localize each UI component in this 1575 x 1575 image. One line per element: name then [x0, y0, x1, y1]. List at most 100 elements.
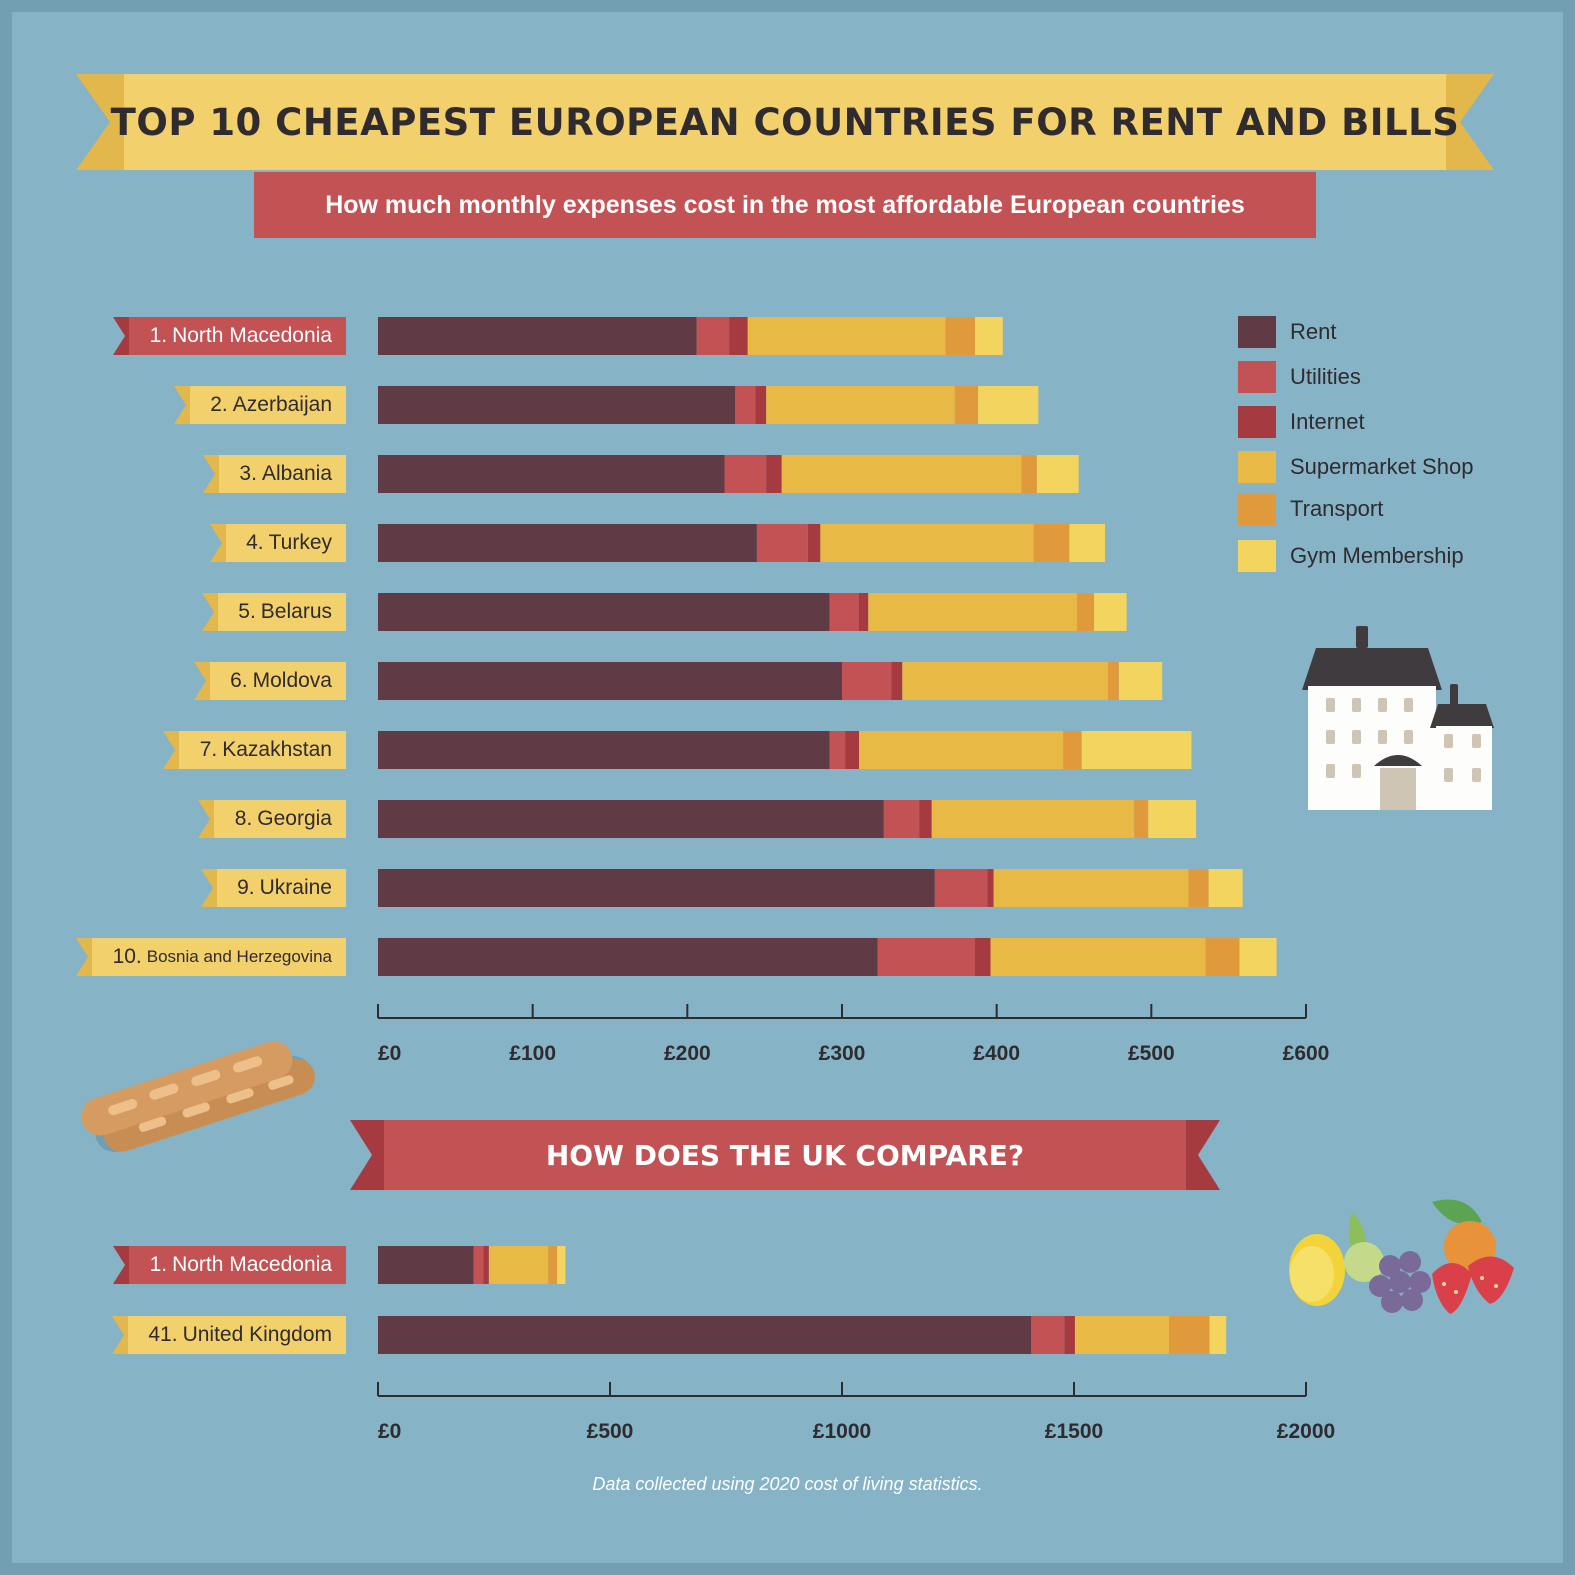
bar-segment-rent-georgia [378, 800, 884, 838]
legend-label: Transport [1290, 496, 1384, 521]
page-title: TOP 10 CHEAPEST EUROPEAN COUNTRIES FOR R… [110, 100, 1460, 144]
bar-segment-gym-membership-ukraine [1208, 869, 1243, 907]
country-label-azerbaijan: 2. Azerbaijan [174, 386, 346, 424]
bar-segment-gym-membership-georgia [1148, 800, 1197, 838]
country-label-text: 6. Moldova [230, 662, 332, 700]
legend-swatch [1238, 493, 1276, 525]
label-tag-shape [202, 593, 346, 631]
country-name: Kazakhstan [222, 738, 332, 761]
label-tag-shape [112, 1316, 346, 1354]
bar-segment-rent-united-kingdom [378, 1316, 1032, 1354]
legend-item-supermarket-shop: Supermarket Shop [1238, 451, 1538, 483]
bar-segment-internet-georgia [919, 800, 932, 838]
bar-segment-supermarket-shop-united-kingdom [1074, 1316, 1170, 1354]
bar-segment-utilities-georgia [883, 800, 920, 838]
country-label-belarus: 5. Belarus [202, 593, 346, 631]
bar-chart-top10: £0 £100 £200 £300 £400 £500 £600 [377, 317, 1329, 1065]
title-ribbon-shape [76, 74, 1494, 170]
legend-label: Internet [1290, 409, 1365, 434]
x-tick-label: £500 [587, 1420, 634, 1443]
country-label-georgia: 8. Georgia [198, 800, 346, 838]
x-tick-label: £1500 [1045, 1420, 1103, 1443]
bar-segment-utilities-kazakhstan [829, 731, 846, 769]
bar-segment-utilities-north-macedonia [696, 317, 730, 355]
bar-segment-supermarket-shop-ukraine [993, 869, 1189, 907]
country-name: Bosnia and Herzegovina [146, 947, 332, 966]
bar-segment-supermarket-shop-bosnia-and-herzegovina [990, 938, 1206, 976]
bar-segment-transport-ukraine [1188, 869, 1209, 907]
country-label-text: 5. Belarus [238, 593, 332, 631]
bar-segment-rent-north-macedonia [378, 317, 697, 355]
x-tick-label: £300 [819, 1042, 866, 1065]
country-label-kazakhstan: 7. Kazakhstan [163, 731, 346, 769]
country-name: North Macedonia [172, 324, 332, 347]
title-ribbon: TOP 10 CHEAPEST EUROPEAN COUNTRIES FOR R… [76, 74, 1494, 170]
legend-item-transport: Transport [1238, 493, 1538, 525]
country-label-text: 10. Bosnia and Herzegovina [113, 938, 332, 976]
bar-segment-gym-membership-bosnia-and-herzegovina [1239, 938, 1277, 976]
legend-swatch [1238, 361, 1276, 393]
bar-segment-gym-membership-azerbaijan [978, 386, 1039, 424]
country-rank: 1. [149, 1253, 168, 1276]
country-label-text: 8. Georgia [235, 800, 332, 838]
bar-segment-rent-moldova [378, 662, 842, 700]
legend-item-gym-membership: Gym Membership [1238, 540, 1538, 572]
bar-segment-rent-kazakhstan [378, 731, 830, 769]
bar-segment-gym-membership-united-kingdom [1209, 1316, 1227, 1354]
country-label-moldova: 6. Moldova [194, 662, 346, 700]
country-rank: 6. [230, 669, 248, 692]
bar-segment-supermarket-shop-north-macedonia [747, 317, 946, 355]
country-label-text: 4. Turkey [246, 524, 332, 562]
bar-segment-transport-turkey [1033, 524, 1070, 562]
country-label-albania: 3. Albania [203, 455, 346, 493]
label-tag-shape [210, 524, 346, 562]
country-label-turkey: 4. Turkey [210, 524, 346, 562]
bar-segment-gym-membership-belarus [1094, 593, 1127, 631]
bar-segment-rent-ukraine [378, 869, 935, 907]
bar-segment-internet-belarus [859, 593, 869, 631]
bar-segment-transport-north-macedonia [548, 1246, 558, 1284]
x-tick-label: £400 [973, 1042, 1020, 1065]
x-tick-label: £1000 [813, 1420, 871, 1443]
bar-segment-gym-membership-albania [1036, 455, 1079, 493]
label-tag-shape [194, 662, 346, 700]
bar-segment-internet-albania [766, 455, 782, 493]
bar-segment-transport-moldova [1108, 662, 1119, 700]
label-tag-shape [201, 869, 346, 907]
country-name: Turkey [268, 531, 332, 554]
country-name: Albania [261, 462, 332, 485]
label-tag-shape [198, 800, 346, 838]
label-tag-shape [113, 1246, 346, 1284]
country-rank: 41. [148, 1323, 178, 1346]
country-name: Moldova [252, 669, 332, 692]
country-rank: 3. [239, 462, 257, 485]
bar-segment-internet-north-macedonia [483, 1246, 489, 1284]
country-name: North Macedonia [172, 1253, 332, 1276]
bar-segment-internet-united-kingdom [1064, 1316, 1075, 1354]
country-name: Belarus [260, 600, 332, 623]
bar-segment-supermarket-shop-azerbaijan [766, 386, 955, 424]
country-label-united-kingdom: 41. United Kingdom [112, 1316, 346, 1354]
country-label-text: 41. United Kingdom [148, 1316, 332, 1354]
bar-segment-rent-bosnia-and-herzegovina [378, 938, 878, 976]
bar-segment-supermarket-shop-georgia [931, 800, 1135, 838]
country-label-north-macedonia: 1. North Macedonia [113, 1246, 346, 1284]
bar-segment-transport-azerbaijan [954, 386, 979, 424]
infographic-canvas: TOP 10 CHEAPEST EUROPEAN COUNTRIES FOR R… [12, 12, 1563, 1563]
bar-segment-transport-kazakhstan [1063, 731, 1082, 769]
bar-segment-utilities-united-kingdom [1031, 1316, 1065, 1354]
country-name: Georgia [257, 807, 332, 830]
subtitle-banner: How much monthly expenses cost in the mo… [254, 172, 1316, 238]
country-name: United Kingdom [182, 1323, 332, 1346]
bar-segment-rent-belarus [378, 593, 830, 631]
x-tick-label: £100 [509, 1042, 556, 1065]
bar-segment-internet-bosnia-and-herzegovina [975, 938, 991, 976]
bar-segment-utilities-belarus [829, 593, 859, 631]
bar-segment-supermarket-shop-kazakhstan [859, 731, 1064, 769]
bar-segment-utilities-north-macedonia [473, 1246, 484, 1284]
legend-label: Utilities [1290, 364, 1361, 389]
country-label-ukraine: 9. Ukraine [201, 869, 346, 907]
bar-segment-utilities-azerbaijan [735, 386, 756, 424]
footnote: Data collected using 2020 cost of living… [592, 1474, 983, 1494]
label-tag-shape [203, 455, 346, 493]
